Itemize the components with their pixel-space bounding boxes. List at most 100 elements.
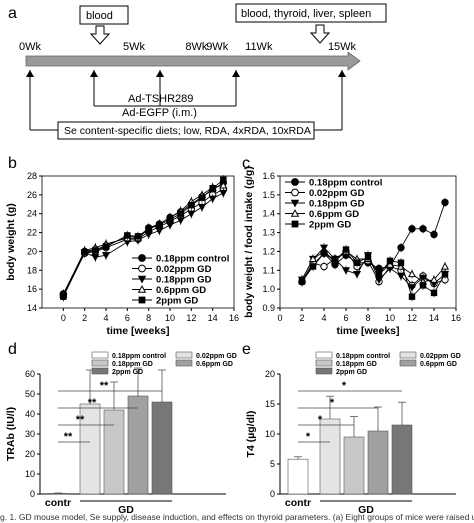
data-point [364,253,372,261]
data-point [408,293,416,300]
data-point [342,246,350,253]
data-point [397,243,405,252]
y-tick-label: 10 [265,429,275,439]
data-point [101,252,111,260]
legend-marker [291,178,299,186]
legend-swatch [175,359,193,367]
y-tick-label: 20 [265,369,275,379]
data-point [197,204,207,212]
injection-arrow-wk5 [90,70,98,77]
y-tick-label: 0 [30,489,35,499]
data-point [188,202,195,209]
legend-label: 0.02ppm GD [309,188,365,199]
data-point [60,293,67,300]
data-point [320,250,328,257]
legend-label: 0.02ppm GD [420,353,461,360]
week-label: 9Wk [206,41,229,53]
x-tick-label: 16 [229,313,239,323]
data-point [220,176,227,183]
blood-box-label: blood [86,10,113,22]
legend-marker [138,254,146,262]
panel-d-label: d [8,341,17,358]
data-point [429,275,439,283]
y-axis-label: T4 (µg/dl) [245,411,257,458]
week-label: 15Wk [328,41,357,53]
x-tick-label: 6 [343,313,348,323]
data-point [430,289,438,297]
x-tick-label: 10 [165,313,175,323]
legend-label: 0.18ppm GD [309,199,365,210]
legend-marker [291,220,299,228]
y-tick-label: 20 [25,449,35,459]
legend-label: 2ppm GD [309,220,351,231]
panel-e-label: e [242,341,251,358]
legend-swatch [91,367,109,375]
panel-e: e 0 5 10 15 20 T4 (µg/dl) * * * * contr GD 0.18ppm c… [242,341,461,516]
data-point [331,257,339,265]
legend-label: 0.6ppm GD [156,285,206,296]
data-point [208,195,217,203]
week-label: 11Wk [245,41,273,53]
y-axis-label: TRAb (IU/l) [5,407,17,461]
bar [151,401,173,495]
y-tick-label: 1.1 [262,265,275,275]
diet-box [57,121,315,140]
legend-label: 0.18ppm GD [112,361,153,368]
significance-marker: ** [64,431,73,443]
bar [367,430,389,495]
x-tick-label: 8 [365,313,370,323]
legend-marker [138,264,146,273]
legend-label: 0.18ppm GD [336,361,377,368]
bar [103,409,125,495]
y-tick-label: 5 [270,459,275,469]
figure-caption: g. 1. GD mouse model, Se supply, disease… [0,512,474,522]
significance-marker: ** [88,397,97,409]
x-tick-label: 4 [103,313,108,323]
legend-label: 0.18ppm GD [156,275,212,286]
injection-label-1: Ad-TSHR289 [128,93,193,105]
y-tick-label: 10 [25,469,35,479]
legend-marker [138,296,146,304]
panel-a: a blood blood, thyroid, liver, spleen 0W… [8,3,387,140]
y-tick-label: 50 [25,389,35,399]
x-tick-label: 0 [277,313,282,323]
data-point [92,247,99,254]
data-point [124,232,131,239]
x-tick-label: 4 [321,313,326,323]
data-point [440,262,450,270]
legend-marker [137,285,147,293]
data-point [419,225,427,233]
chart-c: 0 2 4 6 8 10 12 14 16 0.9 1.0 1.1 1.2 1.3 1.4 1.5 1.6 tim… [243,166,461,337]
data-point [156,221,163,229]
diet-box-label: Se content-specific diets; low, RDA, 4xR… [64,125,311,137]
organ-arrow [309,24,331,44]
y-tick-label: 60 [25,369,35,379]
legend-swatch [399,351,417,359]
data-point [396,272,406,281]
legend-swatch [175,351,193,359]
legend-marker [290,199,300,208]
x-tick-label: 12 [186,313,196,323]
timeline-arrow [25,51,361,71]
injection-label-2: Ad-EGFP (i.m.) [122,107,197,119]
data-point [134,233,142,240]
data-point [91,254,100,262]
x-label-control: contr [45,497,71,509]
blood-arrow [89,25,111,45]
x-tick-label: 16 [451,313,461,323]
organ-box-label: blood, thyroid, liver, spleen [241,8,371,20]
legend-swatch [91,359,109,367]
x-tick-label: 2 [299,313,304,323]
y-tick-label: 0 [270,489,275,499]
data-point [166,216,174,223]
week-label: 8Wk [185,41,208,53]
x-tick-label: 6 [125,313,130,323]
y-tick-label: 22 [27,228,37,238]
significance-marker: * [318,414,323,426]
data-point [386,257,394,265]
series-line [301,247,446,288]
data-point [219,181,228,189]
data-point [219,189,228,198]
legend-label: 2ppm GD [336,369,367,376]
